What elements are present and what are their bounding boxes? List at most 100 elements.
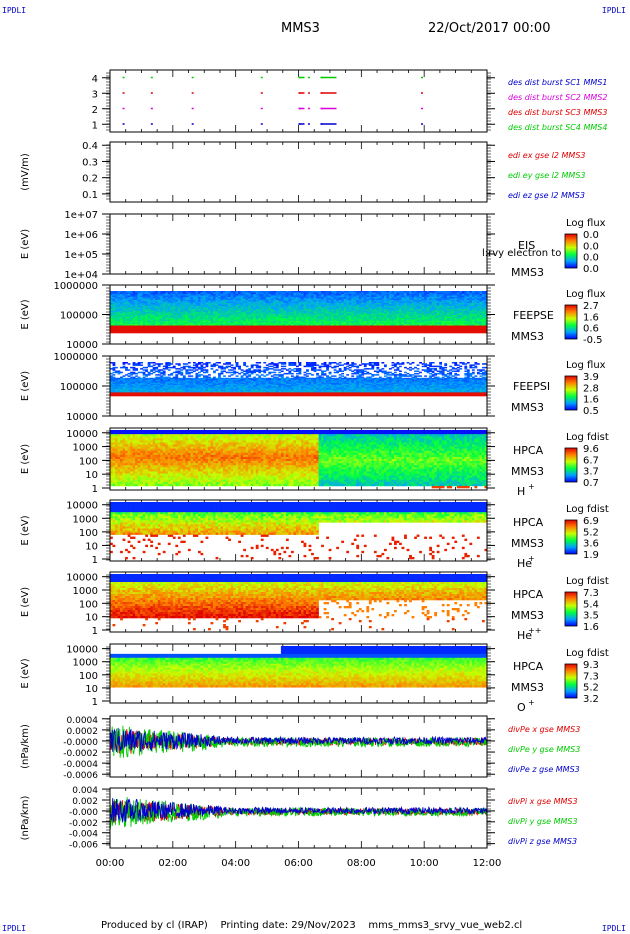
feepse-cell — [223, 301, 226, 304]
feepse-cell — [295, 297, 299, 299]
feepse-cell — [353, 304, 357, 307]
feepse-cell — [285, 328, 289, 331]
feepse-cell — [308, 298, 312, 301]
feepse-cell — [341, 304, 345, 307]
feepse-cell — [137, 301, 141, 304]
feepse-cell — [182, 328, 186, 331]
feepse-cell — [127, 298, 131, 301]
feepse-cell — [215, 322, 219, 325]
feepse-cell — [373, 295, 377, 298]
feepse-cell — [248, 327, 252, 329]
feepse-cell — [230, 310, 234, 313]
feepse-cell — [298, 328, 302, 331]
feepse-cell — [373, 330, 377, 332]
feepse-cell — [348, 322, 352, 325]
feepse-cell — [363, 292, 367, 295]
feepse-cell — [235, 303, 239, 305]
feepse-cell — [381, 304, 385, 307]
feepse-cell — [185, 330, 189, 332]
feepse-cell — [306, 321, 309, 323]
feepse-cell — [213, 297, 216, 299]
feepse-cell — [182, 298, 186, 301]
feepse-cell — [190, 315, 194, 317]
feepse-cell — [373, 318, 377, 320]
feepse-cell — [162, 300, 166, 302]
feepse-cell — [306, 303, 309, 305]
feepse-cell — [275, 303, 279, 305]
feepse-cell — [165, 310, 169, 313]
feepse-cell — [404, 315, 407, 317]
feepse-cell — [248, 294, 252, 296]
feepse-cell — [140, 325, 143, 328]
feepse-cell — [316, 322, 319, 325]
feepse-cell — [117, 316, 121, 319]
feepse-cell — [378, 306, 382, 308]
feepse-cell — [127, 300, 131, 302]
feepse-cell — [290, 310, 294, 313]
feepse-cell — [394, 297, 397, 299]
feepse-cell — [351, 331, 355, 334]
feepse-cell — [313, 319, 317, 322]
feepse-cell — [346, 327, 350, 329]
feepse-cell — [263, 316, 267, 319]
feepse-cell — [162, 292, 166, 295]
feepse-cell — [228, 327, 231, 329]
feepse-cell — [225, 307, 229, 310]
feepse-cell — [353, 294, 357, 296]
feepse-cell — [175, 318, 179, 320]
feepse-cell — [213, 316, 216, 319]
feepse-cell — [115, 300, 118, 302]
feepse-cell — [225, 297, 229, 299]
feepse-cell — [162, 322, 166, 325]
feepse-cell — [155, 300, 159, 302]
feepse-cell — [200, 331, 204, 334]
burst-mark — [150, 123, 153, 125]
feepse-cell — [280, 295, 284, 298]
feepse-cell — [202, 295, 206, 298]
feepse-cell — [326, 319, 329, 322]
feepse-cell — [197, 331, 201, 334]
feepse-cell — [145, 310, 148, 313]
feepse-cell — [220, 325, 224, 328]
y-tick-label: 1e+05 — [64, 250, 98, 261]
feepse-cell — [233, 292, 236, 295]
feepse-cell — [210, 295, 214, 298]
feepse-cell — [162, 325, 166, 328]
feepse-cell — [383, 324, 387, 326]
feepse-cell — [308, 324, 312, 326]
feepse-cell — [399, 306, 402, 308]
feepse-cell — [112, 307, 116, 310]
feepse-cell — [268, 292, 272, 295]
feepse-cell — [160, 319, 164, 322]
feepse-cell — [353, 303, 357, 305]
feepse-cell — [117, 307, 121, 310]
feepse-cell — [223, 292, 226, 295]
feepse-cell — [157, 321, 161, 323]
feepse-cell — [316, 309, 319, 311]
feepse-cell — [308, 318, 312, 320]
feepse-cell — [368, 325, 372, 328]
feepse-cell — [205, 303, 209, 305]
y-tick-label: 0.2 — [82, 174, 98, 185]
feepse-cell — [210, 328, 214, 331]
feepse-cell — [172, 295, 176, 298]
feepse-cell — [358, 319, 362, 322]
feepse-cell — [250, 301, 254, 304]
feepse-cell — [187, 316, 191, 319]
feepse-cell — [351, 303, 355, 305]
feepse-cell — [223, 312, 226, 314]
feepse-cell — [177, 300, 181, 302]
feepse-cell — [356, 324, 360, 326]
feepse-cell — [182, 292, 186, 295]
feepse-cell — [125, 315, 128, 317]
feepse-cell — [205, 316, 209, 319]
feepse-cell — [187, 294, 191, 296]
feepse-cell — [278, 309, 282, 311]
feepse-cell — [218, 309, 221, 311]
feepse-cell — [233, 321, 236, 323]
feepse-cell — [167, 327, 171, 329]
feepse-cell — [316, 316, 319, 319]
feepse-cell — [243, 328, 247, 331]
feepse-cell — [167, 301, 171, 304]
feepse-cell — [381, 294, 385, 296]
